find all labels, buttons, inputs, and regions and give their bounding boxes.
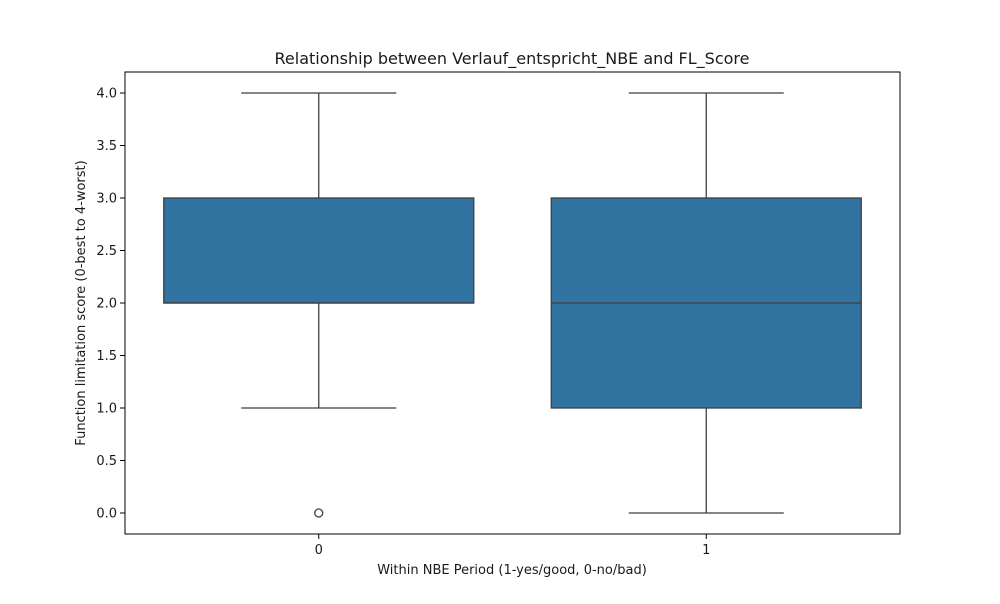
plot-area — [124, 71, 901, 535]
y-tick-label: 2.0 — [96, 297, 117, 312]
y-tick-label: 2.5 — [96, 244, 117, 259]
chart-title: Relationship between Verlauf_entspricht_… — [275, 49, 750, 69]
box-iqr — [163, 197, 475, 304]
box-group-1 — [550, 92, 862, 514]
y-tick-label: 4.0 — [96, 87, 117, 102]
box-group-0 — [163, 92, 475, 518]
x-tick-label: 0 — [315, 543, 323, 558]
y-tick-label: 3.0 — [96, 192, 117, 207]
x-axis-label: Within NBE Period (1-yes/good, 0-no/bad) — [377, 563, 647, 578]
y-axis: 0.0 0.5 1.0 1.5 2.0 2.5 3.0 3.5 4.0 — [96, 87, 125, 522]
y-tick-label: 3.5 — [96, 139, 117, 154]
y-tick-label: 0.0 — [96, 507, 117, 522]
y-tick-label: 0.5 — [96, 454, 117, 469]
outlier-point — [314, 508, 324, 518]
x-tick-label: 1 — [702, 543, 710, 558]
y-axis-label: Function limitation score (0-best to 4-w… — [74, 160, 89, 445]
y-tick-label: 1.0 — [96, 402, 117, 417]
y-tick-label: 1.5 — [96, 349, 117, 364]
